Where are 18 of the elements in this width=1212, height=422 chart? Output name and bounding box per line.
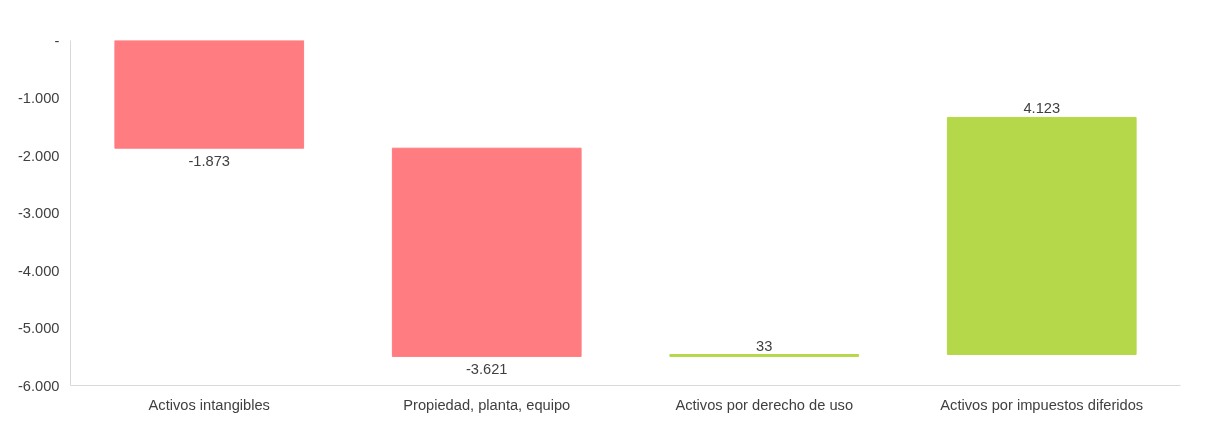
x-tick-label: Activos intangibles <box>148 396 270 413</box>
data-label: -1.873 <box>188 153 231 170</box>
bar <box>946 116 1137 356</box>
x-tick-label: Propiedad, planta, equipo <box>403 396 571 413</box>
y-tick-label: -6.000 <box>17 377 60 394</box>
y-tick-label: -2.000 <box>17 147 60 164</box>
y-tick-label: -4.000 <box>17 262 60 279</box>
bar <box>391 147 582 357</box>
data-label: -3.621 <box>465 361 508 378</box>
x-tick-label: Activos por derecho de uso <box>675 396 854 413</box>
bar <box>114 40 305 149</box>
data-label: 33 <box>756 337 773 354</box>
y-tick-label: - <box>54 32 60 49</box>
y-tick-label: -1.000 <box>17 90 60 106</box>
x-tick-label: Activos por impuestos diferidos <box>940 396 1144 413</box>
y-tick-label: -5.000 <box>17 320 60 336</box>
y-tick-label: -3.000 <box>17 205 60 221</box>
data-label: 4.123 <box>1023 100 1061 117</box>
